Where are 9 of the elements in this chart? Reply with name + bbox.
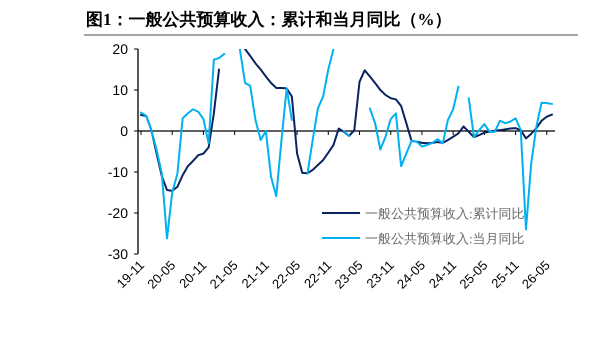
y-tick-label: 0	[120, 123, 128, 139]
y-tick-label: 20	[112, 41, 128, 57]
chart-title: 图1：一般公共预算收入：累计和当月同比（%）	[86, 10, 452, 29]
y-tick-label: -30	[108, 246, 128, 262]
legend-label: 一般公共预算收入:当月同比	[365, 231, 525, 246]
legend-label: 一般公共预算收入:累计同比	[365, 206, 525, 221]
y-tick-label: 10	[112, 82, 128, 98]
y-tick-label: -10	[108, 164, 128, 180]
y-tick-label: -20	[108, 205, 128, 221]
